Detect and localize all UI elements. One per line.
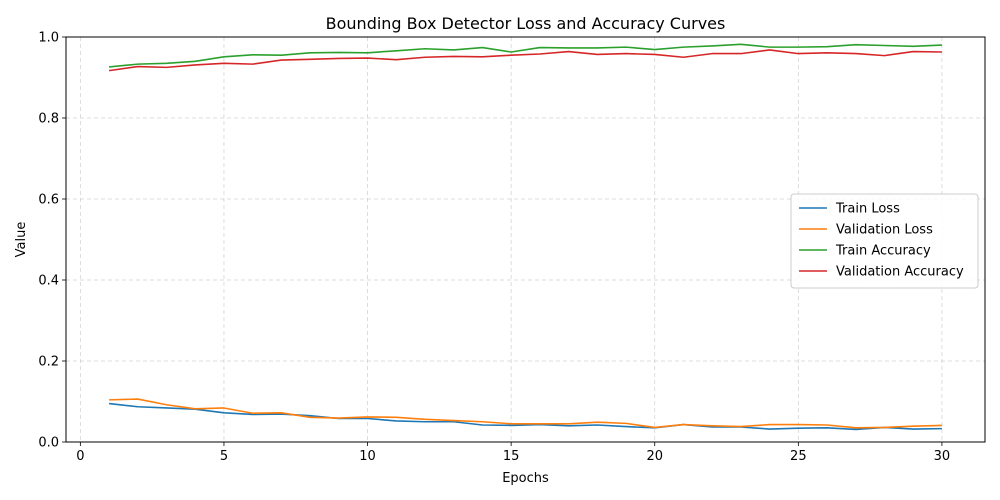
axis-ticks: 0 5 10 15 20 25 30 0.0 0.2 0.4 0.6 0.8 1.0	[38, 31, 950, 465]
y-tick-label: 0.6	[38, 193, 59, 208]
y-tick-label: 0.2	[38, 355, 59, 370]
y-axis-label: Value	[14, 222, 29, 258]
x-tick-label: 30	[934, 449, 951, 464]
x-tick-label: 15	[503, 449, 520, 464]
plot-area	[65, 36, 986, 443]
chart-title: Bounding Box Detector Loss and Accuracy …	[326, 14, 726, 33]
x-axis-label: Epochs	[502, 471, 549, 486]
legend-label: Train Accuracy	[835, 244, 931, 259]
series-line-validation-accuracy	[108, 49, 942, 72]
legend-label: Validation Loss	[836, 223, 933, 238]
series-line-train-loss	[108, 402, 942, 431]
legend-label: Train Loss	[835, 202, 900, 217]
x-tick-label: 10	[359, 449, 376, 464]
legend-box	[790, 193, 979, 289]
y-tick-label: 1.0	[38, 31, 59, 46]
y-tick-label: 0.8	[38, 112, 59, 127]
x-tick-label: 25	[790, 449, 807, 464]
x-tick-label: 5	[220, 449, 228, 464]
legend: Train Loss Validation Loss Train Accuracy V…	[790, 193, 979, 289]
y-tick-label: 0.0	[38, 436, 59, 451]
series-lines	[108, 43, 942, 431]
y-tick-label: 0.4	[38, 274, 59, 289]
series-line-validation-loss	[109, 398, 942, 429]
series-line-train-accuracy	[109, 43, 942, 68]
legend-label: Validation Accuracy	[836, 265, 964, 280]
x-tick-label: 20	[646, 449, 663, 464]
x-tick-label: 0	[76, 449, 84, 464]
